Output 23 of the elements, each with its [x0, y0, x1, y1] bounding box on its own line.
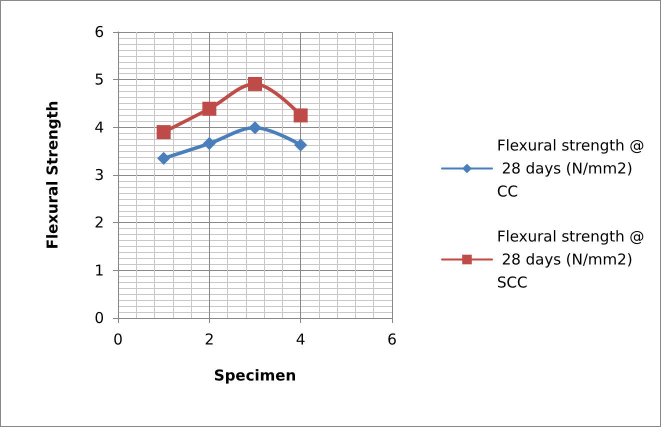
legend-label: Flexural strength @ 28 days (N/mm2) SCC [497, 228, 644, 292]
x-tick-label: 4 [296, 330, 306, 348]
point [248, 76, 262, 91]
y-tick-label: 2 [94, 214, 104, 232]
y-tick-label: 1 [94, 261, 104, 280]
x-tick-label: 0 [113, 330, 123, 348]
y-axis-title: Flexural Strength [44, 100, 62, 250]
x-tick-label: 2 [204, 330, 214, 348]
point [157, 152, 170, 165]
point [294, 138, 308, 152]
y-tick-label: 6 [94, 23, 104, 41]
y-tick-label: 0 [94, 309, 104, 327]
point [202, 102, 216, 116]
point [248, 121, 262, 134]
point [294, 108, 308, 122]
x-axis-title: Specimen [214, 366, 296, 384]
legend-label: Flexural strength @ 28 days (N/mm2) CC [497, 136, 644, 200]
y-tick-label: 4 [94, 118, 104, 136]
y-tick-label: 5 [94, 70, 104, 89]
x-tick-label: 6 [387, 330, 397, 348]
point [202, 137, 216, 150]
y-tick-label: 3 [94, 166, 104, 184]
point [156, 125, 171, 140]
